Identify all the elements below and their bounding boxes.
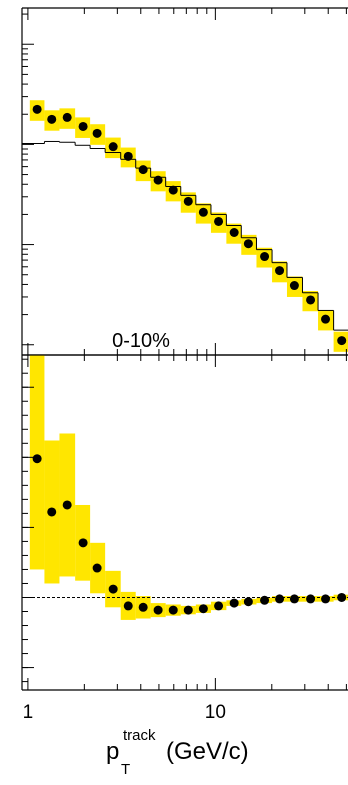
data-point [275,266,285,276]
data-point [214,216,224,226]
data-point [321,594,331,604]
data-point [260,252,270,262]
data-point [198,604,208,614]
panel: 1 10 [21,354,348,723]
data-point [289,281,299,291]
data-point [78,538,88,548]
data-point [92,563,102,573]
data-point [306,295,316,305]
data-point [47,114,57,124]
data-point [183,196,193,206]
data-point [123,151,133,161]
data-point [229,227,239,237]
data-point [32,104,42,114]
annotation: 0-10% [112,330,170,352]
data-point [243,597,253,607]
data-point [243,239,253,249]
data-point [337,592,347,602]
data-point [62,500,72,510]
data-point [92,128,102,138]
data-point [138,165,148,175]
data-point [123,601,133,611]
data-point [78,121,88,131]
data-point [229,598,239,608]
data-point [183,605,193,615]
data-point [153,175,163,185]
data-point [108,142,118,152]
data-point [321,314,331,324]
data-point [306,594,316,604]
data-point [153,605,163,615]
plot-area [22,100,348,352]
data-point [47,507,57,517]
panel: 0-10% [21,7,348,356]
data-point [337,336,347,346]
data-point [168,185,178,195]
x-label-unit: (GeV/c) [166,738,249,765]
data-point [198,207,208,217]
data-point [260,595,270,605]
data-point [275,594,285,604]
plot-area [22,355,348,620]
x-label-sup: track [123,727,156,744]
data-point [138,602,148,612]
x-label-sub: T [121,761,130,778]
data-point [289,594,299,604]
data-point [168,605,178,615]
x-tick-label: 1 [23,702,34,723]
data-point [214,601,224,611]
data-point [108,584,118,594]
data-point [32,454,42,464]
x-tick-label: 10 [205,702,226,723]
x-label-main: p [106,738,119,765]
data-point [62,112,72,122]
